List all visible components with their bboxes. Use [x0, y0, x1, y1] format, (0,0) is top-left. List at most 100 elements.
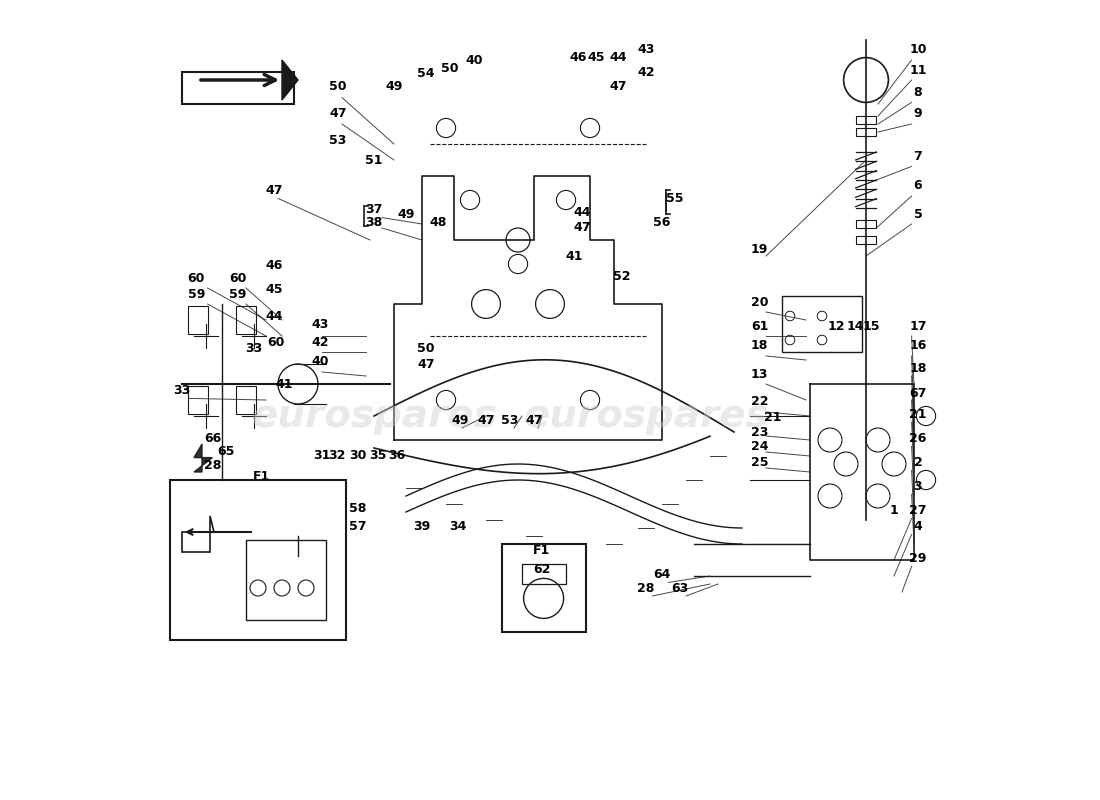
Text: 47: 47 — [609, 80, 627, 93]
Text: 16: 16 — [910, 339, 926, 352]
Text: 45: 45 — [587, 51, 605, 64]
Text: 30: 30 — [350, 450, 366, 462]
Text: 23: 23 — [751, 426, 768, 438]
Text: 24: 24 — [751, 440, 768, 453]
Text: 53: 53 — [329, 134, 346, 146]
Bar — [856, 128, 877, 136]
Bar — [782, 296, 862, 352]
Text: 28: 28 — [637, 582, 654, 594]
Text: eurospares: eurospares — [251, 397, 497, 435]
Bar — [856, 116, 877, 124]
Text: 47: 47 — [329, 107, 346, 120]
Text: 50: 50 — [441, 62, 459, 74]
Text: 19: 19 — [751, 243, 768, 256]
Text: 27: 27 — [910, 504, 926, 517]
Text: F1: F1 — [253, 470, 271, 482]
Text: 4: 4 — [914, 520, 923, 533]
Text: 11: 11 — [910, 64, 926, 77]
Text: 58: 58 — [350, 502, 366, 514]
Text: 8: 8 — [914, 86, 922, 98]
Text: 67: 67 — [910, 387, 926, 400]
Text: 60: 60 — [188, 272, 205, 285]
Text: 46: 46 — [265, 259, 283, 272]
Text: 22: 22 — [751, 395, 768, 408]
Text: 38: 38 — [365, 216, 383, 229]
Text: 62: 62 — [534, 563, 551, 576]
Text: 35: 35 — [370, 450, 387, 462]
Bar — [236, 386, 255, 414]
Bar — [246, 540, 326, 620]
Text: 48: 48 — [429, 216, 447, 229]
Text: 3: 3 — [914, 480, 922, 493]
Text: 40: 40 — [465, 54, 483, 66]
Text: 49: 49 — [385, 80, 403, 93]
Text: 65: 65 — [218, 446, 234, 458]
Bar — [502, 544, 586, 632]
Text: 40: 40 — [311, 355, 329, 368]
Text: 61: 61 — [751, 320, 768, 333]
Text: 43: 43 — [311, 318, 329, 330]
Text: 13: 13 — [751, 368, 768, 381]
Text: 12: 12 — [827, 320, 845, 333]
Bar — [170, 480, 346, 640]
Text: 64: 64 — [653, 568, 671, 581]
Text: 45: 45 — [265, 283, 283, 296]
Text: 42: 42 — [637, 66, 654, 78]
Text: 52: 52 — [614, 270, 630, 282]
Text: 47: 47 — [417, 358, 434, 370]
Text: 37: 37 — [365, 203, 383, 216]
Text: 41: 41 — [565, 250, 583, 262]
Text: 55: 55 — [667, 192, 683, 205]
Text: 17: 17 — [910, 320, 926, 333]
Polygon shape — [194, 444, 212, 472]
Bar — [522, 564, 566, 584]
Text: 21: 21 — [763, 411, 781, 424]
Text: 54: 54 — [417, 67, 434, 80]
Text: 42: 42 — [311, 336, 329, 349]
Text: 46: 46 — [570, 51, 586, 64]
Text: 47: 47 — [265, 184, 283, 197]
Text: 28: 28 — [204, 459, 221, 472]
Text: 66: 66 — [204, 432, 221, 445]
Text: 20: 20 — [751, 296, 768, 309]
Text: 5: 5 — [914, 208, 923, 221]
Text: 51: 51 — [365, 154, 383, 166]
Bar — [182, 72, 294, 104]
Text: 60: 60 — [267, 336, 285, 349]
Text: 49: 49 — [452, 414, 469, 426]
Bar — [856, 236, 877, 244]
Text: 25: 25 — [751, 456, 768, 469]
Text: 44: 44 — [265, 310, 283, 322]
Text: 33: 33 — [245, 342, 263, 354]
Text: 14: 14 — [847, 320, 865, 333]
Text: 18: 18 — [751, 339, 768, 352]
Text: 50: 50 — [329, 80, 346, 93]
Text: 7: 7 — [914, 150, 923, 162]
Text: 21: 21 — [910, 408, 926, 421]
Text: 36: 36 — [388, 450, 405, 462]
Text: 9: 9 — [914, 107, 922, 120]
Text: 57: 57 — [350, 520, 366, 533]
Text: 15: 15 — [862, 320, 880, 333]
Bar — [236, 306, 255, 334]
Text: 1: 1 — [890, 504, 899, 517]
Text: 26: 26 — [910, 432, 926, 445]
Text: eurospares: eurospares — [524, 397, 769, 435]
Bar — [856, 220, 877, 228]
Polygon shape — [282, 60, 298, 100]
Text: 47: 47 — [477, 414, 495, 426]
Text: 29: 29 — [910, 552, 926, 565]
Text: 2: 2 — [914, 456, 923, 469]
Bar — [188, 386, 208, 414]
Text: 6: 6 — [914, 179, 922, 192]
Text: 32: 32 — [328, 450, 345, 462]
Text: 34: 34 — [449, 520, 466, 533]
Text: 44: 44 — [609, 51, 627, 64]
Bar — [188, 306, 208, 334]
Text: F1: F1 — [534, 544, 551, 557]
Polygon shape — [182, 516, 214, 552]
Text: 39: 39 — [414, 520, 430, 533]
Text: 10: 10 — [910, 43, 926, 56]
Text: 63: 63 — [671, 582, 689, 594]
Text: 50: 50 — [417, 342, 434, 354]
